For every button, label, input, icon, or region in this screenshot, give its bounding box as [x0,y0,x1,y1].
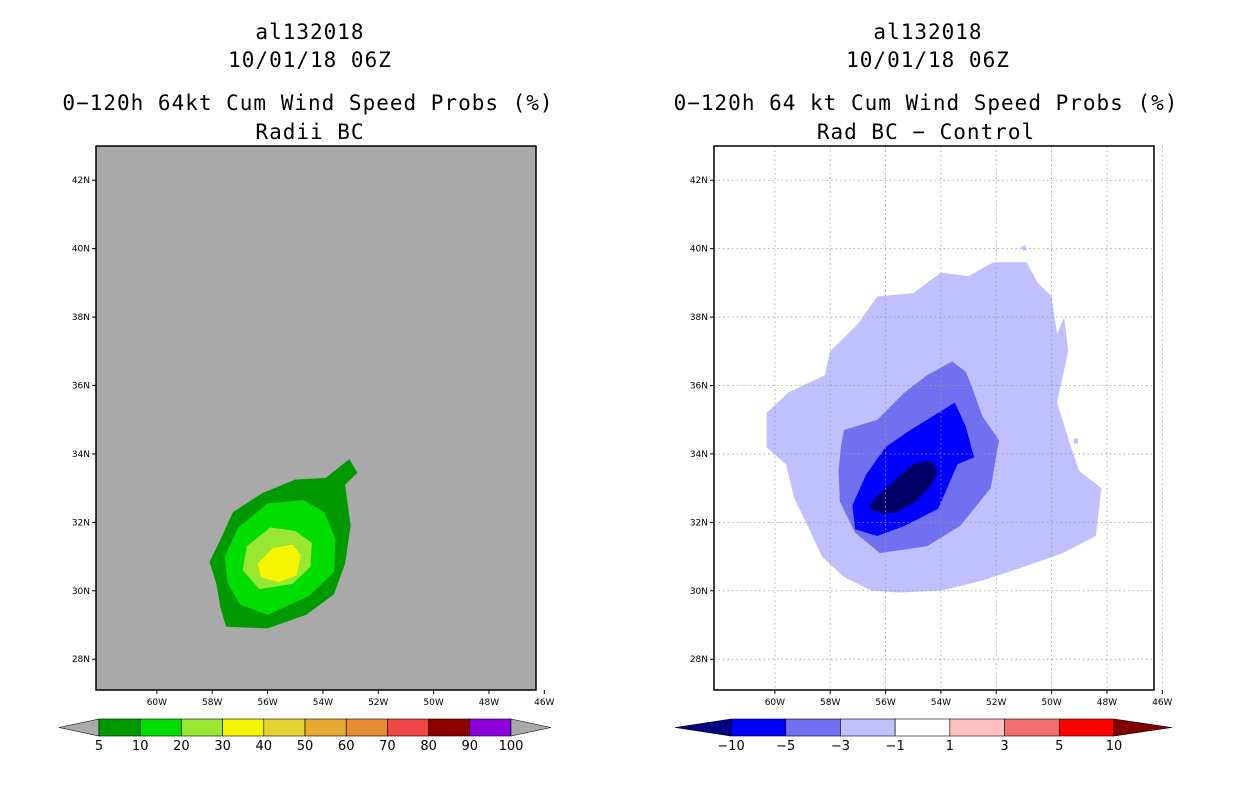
left-colorbar-label-7: 70 [379,739,396,754]
right-colorbar-swatch-3 [894,718,951,737]
right-colorbar-label-0: −10 [717,739,744,754]
left-colorbar-label-5: 50 [297,739,314,754]
left-y-tick-label-5: 38N [72,313,90,323]
right-y-tick-label-5: 38N [690,313,708,323]
right-colorbar-label-4: 1 [946,739,954,754]
right-title-product: 0−120h 64 kt Cum Wind Speed Probs (%) [673,91,1179,115]
left-x-tick-label-4: 52W [368,698,388,708]
right-x-tick-label-3: 54W [931,698,951,708]
left-colorbar-label-4: 40 [256,739,273,754]
right-colorbar-label-3: −1 [886,739,905,754]
right-colorbar-high-arrow [1113,718,1173,737]
left-colorbar-label-9: 90 [462,739,479,754]
left-x-tick-label-2: 56W [257,698,277,708]
right-contour-minus1-4 [1073,438,1078,444]
left-colorbar-label-0: 5 [95,739,103,754]
left-colorbar-label-6: 60 [338,739,355,754]
right-y-tick-label-2: 32N [690,518,708,528]
left-title-storm-id: al132018 [255,20,365,44]
left-colorbar-label-8: 80 [420,739,437,754]
right-y-tick-label-1: 30N [690,587,708,597]
right-colorbar-swatch-6 [1058,718,1115,737]
right-x-tick-label-5: 50W [1041,698,1061,708]
left-colorbar-label-10: 100 [499,739,524,754]
left-y-tick-label-2: 32N [72,518,90,528]
right-x-tick-label-4: 52W [986,698,1006,708]
right-colorbar-label-7: 10 [1106,739,1123,754]
right-colorbar-swatch-5 [1004,718,1060,737]
left-y-tick-label-7: 42N [72,176,90,186]
right-y-tick-label-7: 42N [690,176,708,186]
right-colorbar-label-1: −5 [776,739,795,754]
left-title-product: 0−120h 64kt Cum Wind Speed Probs (%) [62,91,554,115]
left-title-subtitle: Radii BC [255,120,365,144]
right-colorbar-label-2: −3 [831,739,850,754]
left-y-tick-label-3: 34N [72,450,90,460]
right-y-tick-label-4: 36N [690,381,708,391]
left-y-tick-label-6: 40N [72,245,90,255]
right-colorbar-swatch-4 [949,718,1005,737]
right-plot-frame [713,145,1155,691]
right-colorbar-swatch-1 [785,718,841,737]
left-y-tick-label-0: 28N [72,655,90,665]
right-contour-minus1-5 [1021,245,1027,251]
right-colorbar-swatch-0 [730,718,787,737]
right-x-tick-label-6: 48W [1097,698,1117,708]
right-title-storm-id: al132018 [873,20,983,44]
right-y-tick-label-6: 40N [690,245,708,255]
right-y-tick-label-3: 34N [690,450,708,460]
left-plot-frame [95,145,537,691]
left-y-tick-label-4: 36N [72,381,90,391]
left-colorbar-high-arrow [510,718,552,737]
left-x-tick-label-1: 58W [202,698,222,708]
right-colorbar-label-6: 5 [1055,739,1063,754]
left-title-datetime: 10/01/18 06Z [228,48,392,72]
right-colorbar-low-arrow [674,718,732,737]
right-x-tick-label-0: 60W [765,698,785,708]
right-x-tick-label-2: 56W [875,698,895,708]
right-x-tick-label-1: 58W [820,698,840,708]
right-colorbar-swatch-2 [840,718,896,737]
left-colorbar-label-1: 10 [132,739,149,754]
right-title-datetime: 10/01/18 06Z [846,48,1010,72]
left-x-tick-label-0: 60W [147,698,167,708]
right-title-subtitle: Rad BC − Control [816,120,1036,144]
right-colorbar-label-5: 3 [1000,739,1008,754]
right-x-tick-label-7: 46W [1152,698,1172,708]
right-contour-minus10-3 [869,460,939,514]
left-colorbar-label-3: 30 [214,739,231,754]
left-colorbar-label-2: 20 [173,739,190,754]
left-x-tick-label-7: 46W [534,698,554,708]
left-x-tick-label-6: 48W [479,698,499,708]
left-x-tick-label-3: 54W [313,698,333,708]
right-y-tick-label-0: 28N [690,655,708,665]
left-contour-30-3 [257,544,301,583]
left-x-tick-label-5: 50W [423,698,443,708]
left-y-tick-label-1: 30N [72,587,90,597]
